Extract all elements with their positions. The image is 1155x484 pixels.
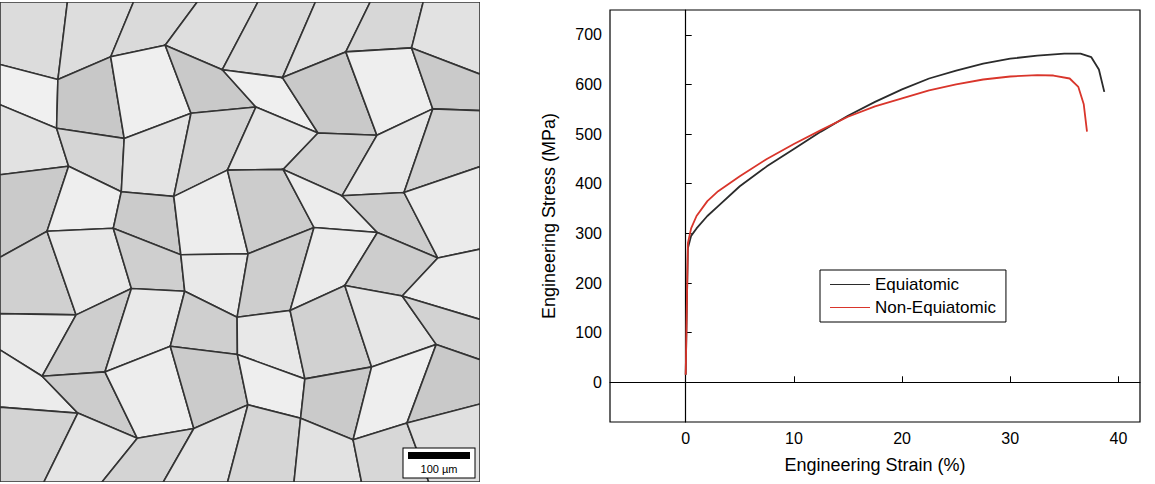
svg-text:100: 100: [575, 324, 602, 341]
svg-text:40: 40: [1109, 430, 1127, 447]
svg-text:100 µm: 100 µm: [421, 463, 458, 475]
svg-text:20: 20: [893, 430, 911, 447]
svg-text:Engineering Strain (%): Engineering Strain (%): [784, 455, 965, 475]
svg-text:300: 300: [575, 225, 602, 242]
svg-text:0: 0: [681, 430, 690, 447]
svg-text:10: 10: [785, 430, 803, 447]
svg-text:Engineering Stress (MPa): Engineering Stress (MPa): [539, 113, 559, 319]
svg-text:400: 400: [575, 175, 602, 192]
svg-text:30: 30: [1001, 430, 1019, 447]
svg-text:600: 600: [575, 76, 602, 93]
svg-text:500: 500: [575, 126, 602, 143]
svg-text:0: 0: [593, 374, 602, 391]
svg-text:Equiatomic: Equiatomic: [875, 275, 960, 294]
svg-text:200: 200: [575, 275, 602, 292]
svg-text:700: 700: [575, 26, 602, 43]
svg-text:Non-Equiatomic: Non-Equiatomic: [875, 298, 996, 317]
